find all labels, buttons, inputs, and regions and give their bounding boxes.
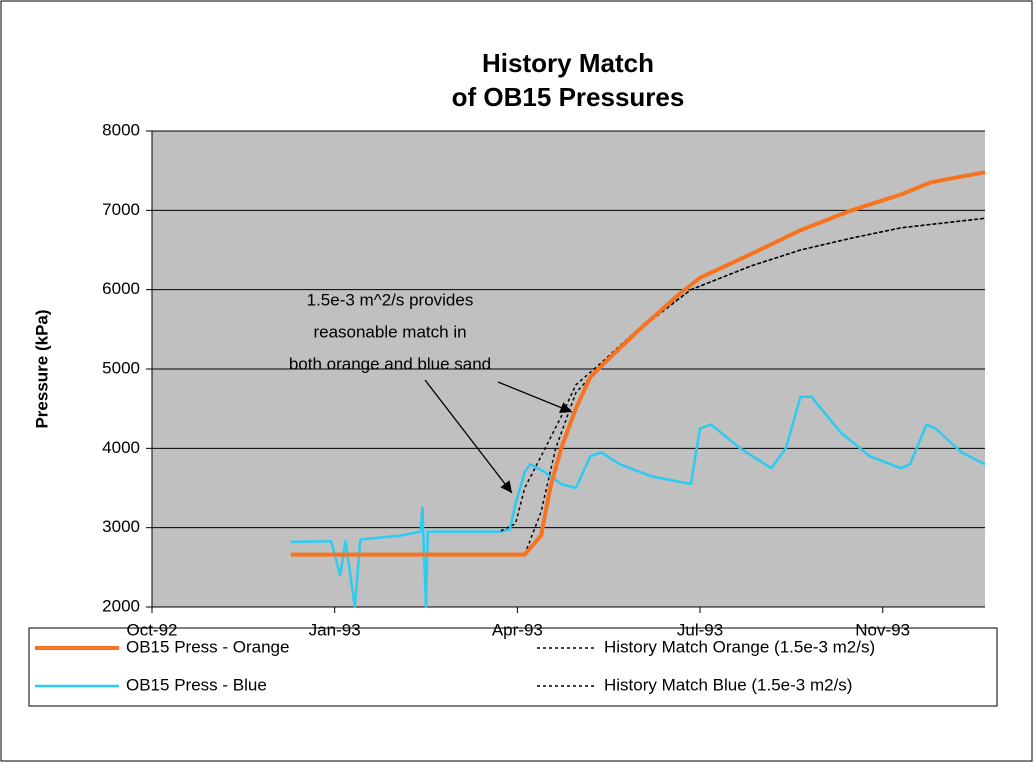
plot: [146, 130, 986, 613]
y-tick-label: 6000: [102, 279, 140, 298]
y-tick-label: 5000: [102, 358, 140, 377]
y-tick-label: 4000: [102, 438, 140, 457]
x-tick-label: Nov-93: [855, 620, 910, 639]
chart-title: History Match: [482, 48, 654, 78]
legend-label: History Match Blue (1.5e-3 m2/s): [604, 675, 852, 694]
y-axis-label: Pressure (kPa): [32, 309, 51, 428]
legend: [28, 627, 998, 707]
series-line: [290, 170, 986, 557]
annotation: both orange and blue sand: [289, 354, 491, 373]
chart-title: of OB15 Pressures: [452, 82, 685, 112]
y-tick-label: 7000: [102, 200, 140, 219]
annotation-arrow: [424, 379, 513, 494]
annotation: 1.5e-3 m^2/s provides: [307, 290, 474, 309]
y-tick-label: 2000: [102, 596, 140, 615]
x-tick-label: Apr-93: [492, 620, 543, 639]
legend-label: History Match Orange (1.5e-3 m2/s): [604, 637, 875, 656]
legend-label: OB15 Press - Orange: [126, 637, 289, 656]
annotation-arrow: [497, 381, 573, 414]
y-tick-label: 3000: [102, 517, 140, 536]
x-tick-label: Jul-93: [677, 620, 723, 639]
x-tick-label: Oct-92: [126, 620, 177, 639]
annotation: reasonable match in: [313, 322, 466, 341]
y-tick-label: 8000: [102, 120, 140, 139]
x-tick-label: Jan-93: [309, 620, 361, 639]
series-line: [290, 395, 986, 609]
legend-label: OB15 Press - Blue: [126, 675, 267, 694]
